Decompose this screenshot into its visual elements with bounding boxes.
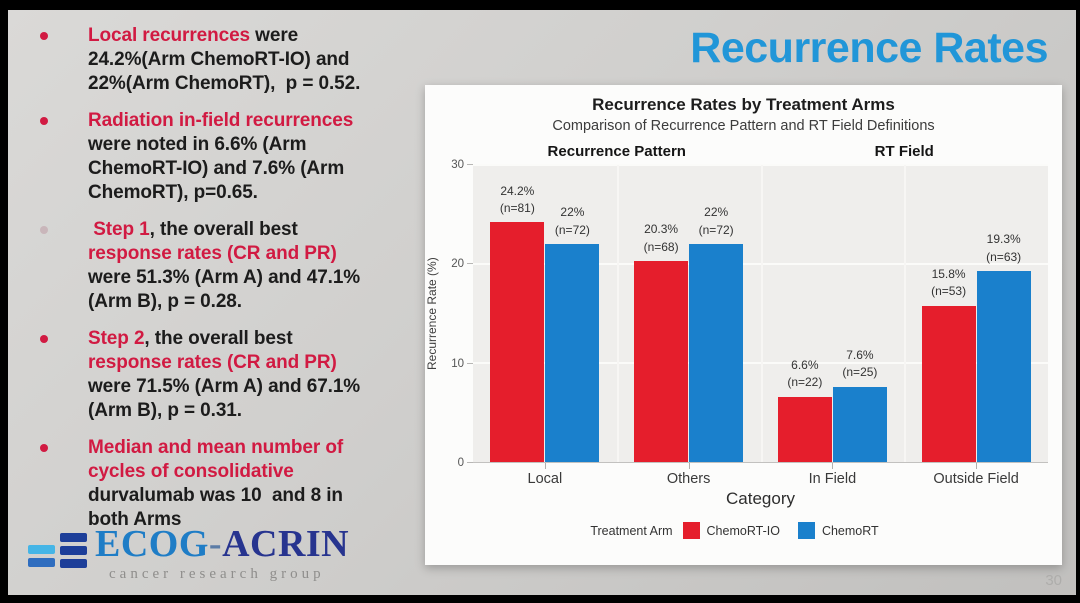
chart-title: Recurrence Rates by Treatment Arms bbox=[592, 95, 895, 114]
bullet-marker bbox=[40, 335, 48, 343]
bullet-text: Radiation in-field recurrences were note… bbox=[88, 110, 354, 203]
y-tick-label: 30 bbox=[451, 159, 464, 171]
x-tick-label: Outside Field bbox=[933, 471, 1019, 487]
facet-header-recurrence-pattern: Recurrence Pattern bbox=[547, 143, 686, 160]
bar-cell: 22% (n=72) bbox=[689, 165, 744, 462]
bullet-marker bbox=[40, 226, 48, 234]
bullet-item: Step 2, the overall best response rates … bbox=[30, 327, 416, 423]
bar-value-label: 19.3% (n=63) bbox=[986, 232, 1022, 264]
logo-bars-icon bbox=[28, 525, 87, 569]
legend-item: ChemoRT-IO bbox=[682, 522, 780, 539]
logo-acrin: ACRIN bbox=[222, 523, 350, 566]
bar-chemort bbox=[545, 244, 600, 462]
bullet-item: Median and mean number of cycles of cons… bbox=[30, 436, 416, 532]
y-tick-label: 10 bbox=[451, 357, 464, 370]
y-axis-title: Recurrence Rate (%) bbox=[425, 257, 439, 371]
y-tick-label: 0 bbox=[457, 457, 464, 469]
facet-headers: Recurrence Pattern RT Field bbox=[473, 143, 1048, 160]
logo-tagline: cancer research group bbox=[109, 566, 325, 582]
bar-cell: 7.6% (n=25) bbox=[832, 165, 887, 462]
page-number: 30 bbox=[1045, 572, 1062, 589]
y-axis-ticks: 0 10 20 30 bbox=[443, 159, 473, 469]
y-tick-mark bbox=[467, 263, 473, 265]
bar-cell: 20.3% (n=68) bbox=[634, 165, 689, 462]
bar-value-label: 22% (n=72) bbox=[554, 205, 590, 237]
bar-chemort bbox=[689, 244, 744, 462]
plot-wrap: Recurrence Rate (%) 0 10 20 30 24.2% (n=81) 2… bbox=[425, 159, 1048, 469]
x-tick-mark bbox=[832, 463, 834, 469]
bar-cell: 22% (n=72) bbox=[545, 165, 600, 462]
x-tick-label: Local bbox=[527, 471, 563, 487]
ecog-acrin-logo: ECOG-ACRIN cancer research group bbox=[28, 523, 350, 583]
bar-group: 24.2% (n=81) 22% (n=72) bbox=[473, 165, 617, 462]
bar-value-label: 24.2% (n=81) bbox=[499, 183, 535, 216]
legend: Treatment Arm ChemoRT-IO ChemoRT bbox=[425, 522, 1062, 539]
x-tick-mark bbox=[544, 463, 546, 469]
bullet-text: Local recurrences were 24.2%(Arm ChemoRT… bbox=[88, 25, 361, 94]
bar-chemort-io bbox=[490, 222, 545, 462]
slide-title: Recurrence Rates bbox=[690, 24, 1048, 72]
v-gridline bbox=[616, 165, 619, 462]
bar-value-label: 15.8% (n=53) bbox=[931, 266, 967, 299]
bar-cell: 15.8% (n=53) bbox=[921, 165, 976, 462]
bar-cell: 6.6% (n=22) bbox=[777, 165, 832, 462]
facet-header-rt-field: RT Field bbox=[874, 143, 934, 160]
bar-chemort bbox=[976, 270, 1031, 462]
slide: Local recurrences were 24.2%(Arm ChemoRT… bbox=[8, 10, 1076, 595]
bullet-marker bbox=[40, 444, 48, 452]
y-tick-label: 20 bbox=[451, 258, 464, 271]
logo-dash: - bbox=[208, 523, 223, 566]
bullet-list: Local recurrences were 24.2%(Arm ChemoRT… bbox=[30, 24, 416, 545]
y-tick-mark bbox=[467, 362, 473, 364]
bullet-text: Median and mean number of cycles of cons… bbox=[88, 437, 344, 530]
bar-cell: 24.2% (n=81) bbox=[490, 165, 545, 462]
x-tick-mark bbox=[688, 463, 690, 469]
bullet-text: Step 2, the overall best response rates … bbox=[88, 328, 361, 421]
bar-cell: 19.3% (n=63) bbox=[976, 165, 1031, 462]
legend-swatch bbox=[797, 522, 815, 539]
bullet-marker bbox=[40, 32, 48, 40]
bar-value-label: 20.3% (n=68) bbox=[643, 222, 679, 254]
plot-area: 24.2% (n=81) 22% (n=72) 20.3% (n=68) 22% (n=72)… bbox=[473, 164, 1048, 469]
v-gridline bbox=[760, 165, 763, 462]
bullet-text: Step 1, the overall best response rates … bbox=[88, 219, 361, 312]
bar-groups: 24.2% (n=81) 22% (n=72) 20.3% (n=68) 22% (n=72)… bbox=[473, 165, 1048, 462]
bar-chemort-io bbox=[921, 305, 976, 462]
bullet-item: Step 1, the overall best response rates … bbox=[30, 218, 416, 314]
bar-chemort-io bbox=[777, 396, 832, 462]
logo-wordmark: ECOG-ACRIN bbox=[95, 523, 350, 566]
chart-subtitle: Comparison of Recurrence Pattern and RT … bbox=[552, 118, 935, 134]
y-tick-mark bbox=[467, 462, 473, 463]
chart-panel: Recurrence Rates by Treatment Arms Compa… bbox=[425, 85, 1062, 565]
legend-item: ChemoRT bbox=[797, 522, 879, 539]
bar-group: 6.6% (n=22) 7.6% (n=25) bbox=[761, 165, 905, 462]
v-gridline bbox=[904, 165, 907, 462]
legend-title: Treatment Arm bbox=[590, 523, 673, 538]
x-axis-title: Category bbox=[726, 489, 795, 508]
legend-swatch bbox=[682, 522, 700, 539]
bullet-item: Local recurrences were 24.2%(Arm ChemoRT… bbox=[30, 24, 416, 96]
x-axis-ticks: Local Others In Field Outside Field bbox=[473, 463, 1048, 487]
bar-value-label: 22% (n=72) bbox=[698, 205, 734, 237]
bar-group: 15.8% (n=53) 19.3% (n=63) bbox=[904, 165, 1048, 462]
bar-value-label: 7.6% (n=25) bbox=[842, 347, 878, 380]
bullet-marker bbox=[40, 117, 48, 125]
bullet-item: Radiation in-field recurrences were note… bbox=[30, 109, 416, 205]
bar-chemort-io bbox=[634, 261, 689, 462]
bar-group: 20.3% (n=68) 22% (n=72) bbox=[617, 165, 761, 462]
x-tick-label: Others bbox=[666, 471, 711, 487]
x-tick-mark bbox=[976, 463, 978, 469]
logo-ecog: ECOG bbox=[95, 523, 209, 566]
y-tick-mark bbox=[467, 164, 473, 165]
x-tick-label: In Field bbox=[808, 471, 857, 487]
bar-chemort bbox=[832, 386, 887, 462]
bar-value-label: 6.6% (n=22) bbox=[787, 357, 823, 390]
logo-text-block: ECOG-ACRIN cancer research group bbox=[95, 523, 350, 583]
